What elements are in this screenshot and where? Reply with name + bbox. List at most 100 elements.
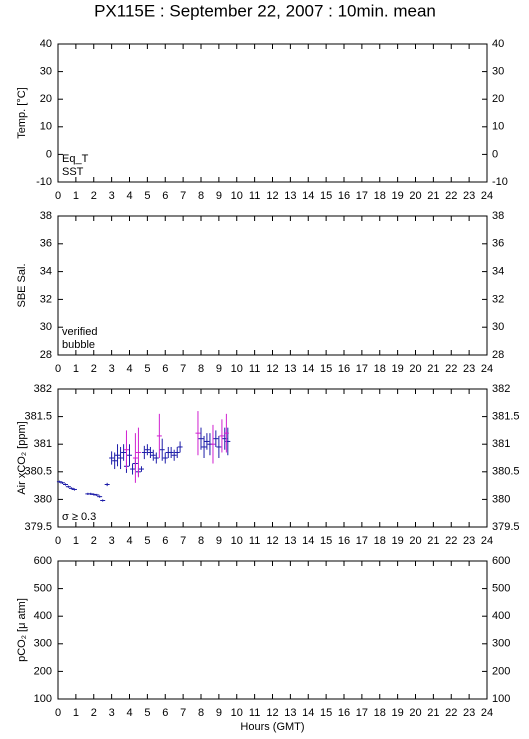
x-tick-label: 23 (463, 707, 475, 719)
y-tick-label: 600 (34, 555, 52, 567)
legend-label: Eq_T (62, 153, 89, 165)
x-tick-label: 9 (216, 363, 222, 375)
y-tick-label: 10 (40, 121, 52, 133)
x-tick-label: 4 (126, 363, 132, 375)
plot-frame (57, 215, 488, 356)
y-tick-label: 381 (34, 438, 52, 450)
y-tick-label: 28 (492, 349, 504, 361)
x-tick-label: 3 (109, 190, 115, 202)
x-tick-label: 10 (231, 190, 243, 202)
x-tick-label: 19 (392, 190, 404, 202)
x-tick-label: 16 (338, 707, 350, 719)
x-tick-label: 3 (109, 535, 115, 547)
x-tick-label: 13 (284, 363, 296, 375)
y-tick-label: 34 (40, 266, 52, 278)
x-tick-label: 11 (249, 363, 260, 375)
x-tick-label: 9 (216, 190, 222, 202)
y-tick-label: 380.5 (24, 466, 52, 478)
y-tick-label: 500 (34, 583, 52, 595)
x-tick-label: 14 (302, 190, 314, 202)
y-tick-label: 10 (492, 121, 504, 133)
x-tick-label: 0 (55, 190, 61, 202)
x-tick-label: 24 (481, 363, 493, 375)
y-tick-label: 380 (492, 493, 510, 505)
y-tick-label: 20 (492, 93, 504, 105)
x-tick-label: 14 (302, 535, 314, 547)
x-tick-label: 0 (55, 707, 61, 719)
x-tick-label: 5 (144, 707, 150, 719)
y-axis-label: Air xCO₂ [ppm] (16, 421, 28, 494)
x-tick-label: 5 (144, 535, 150, 547)
x-tick-label: 8 (198, 363, 204, 375)
y-tick-label: 381 (492, 438, 510, 450)
y-tick-label: 382 (34, 383, 52, 395)
x-tick-label: 18 (374, 707, 386, 719)
x-tick-label: 15 (320, 535, 332, 547)
y-tick-label: 381.5 (492, 411, 520, 423)
y-tick-label: 0 (46, 148, 52, 160)
x-tick-label: 22 (445, 535, 457, 547)
x-tick-label: 10 (231, 707, 243, 719)
x-tick-label: 2 (91, 363, 97, 375)
x-tick-label: 12 (266, 190, 278, 202)
y-tick-label: 200 (492, 665, 510, 677)
x-tick-label: 11 (249, 535, 260, 547)
y-tick-label: 28 (40, 349, 52, 361)
legend-label: verified (62, 326, 97, 338)
x-tick-label: 2 (91, 190, 97, 202)
x-tick-label: 7 (180, 707, 186, 719)
plot-frame (57, 43, 488, 183)
x-tick-label: 6 (162, 535, 168, 547)
x-tick-label: 12 (266, 535, 278, 547)
x-tick-label: 17 (356, 363, 368, 375)
y-tick-label: 200 (34, 665, 52, 677)
x-tick-label: 21 (427, 363, 439, 375)
y-tick-label: 32 (492, 293, 504, 305)
x-tick-label: 22 (445, 363, 457, 375)
y-tick-label: 400 (34, 610, 52, 622)
x-axis-label: Hours (GMT) (240, 721, 304, 733)
y-tick-label: 36 (40, 238, 52, 250)
y-axis-label: Temp. [°C] (16, 87, 28, 138)
y-tick-label: 381.5 (24, 411, 52, 423)
y-tick-label: 32 (40, 293, 52, 305)
x-tick-label: 5 (144, 363, 150, 375)
x-tick-label: 6 (162, 363, 168, 375)
x-tick-label: 21 (427, 707, 439, 719)
x-tick-label: 19 (392, 535, 404, 547)
x-tick-label: 4 (126, 707, 132, 719)
y-tick-label: 300 (492, 638, 510, 650)
x-tick-label: 12 (266, 363, 278, 375)
x-tick-label: 9 (216, 707, 222, 719)
x-tick-label: 17 (356, 707, 368, 719)
y-tick-label: 380 (34, 493, 52, 505)
x-tick-label: 15 (320, 363, 332, 375)
x-tick-label: 23 (463, 363, 475, 375)
y-tick-label: 40 (492, 38, 504, 50)
y-tick-label: 379.5 (492, 521, 520, 533)
y-tick-label: 30 (492, 321, 504, 333)
x-tick-label: 17 (356, 535, 368, 547)
legend-label: SST (62, 166, 84, 178)
y-tick-label: 38 (40, 210, 52, 222)
y-tick-label: 500 (492, 583, 510, 595)
x-tick-label: 23 (463, 190, 475, 202)
x-tick-label: 24 (481, 535, 493, 547)
x-tick-label: 2 (91, 707, 97, 719)
x-tick-label: 9 (216, 535, 222, 547)
legend-label: σ ≥ 0.3 (62, 511, 96, 523)
x-tick-label: 14 (302, 707, 314, 719)
x-tick-label: 5 (144, 190, 150, 202)
y-tick-label: 600 (492, 555, 510, 567)
y-tick-label: -10 (492, 176, 508, 188)
x-tick-label: 1 (73, 707, 79, 719)
x-tick-label: 24 (481, 707, 493, 719)
y-tick-label: 0 (492, 148, 498, 160)
x-tick-label: 18 (374, 535, 386, 547)
y-tick-label: 300 (34, 638, 52, 650)
y-tick-label: 40 (40, 38, 52, 50)
x-tick-label: 10 (231, 363, 243, 375)
x-tick-label: 0 (55, 363, 61, 375)
x-tick-label: 13 (284, 535, 296, 547)
